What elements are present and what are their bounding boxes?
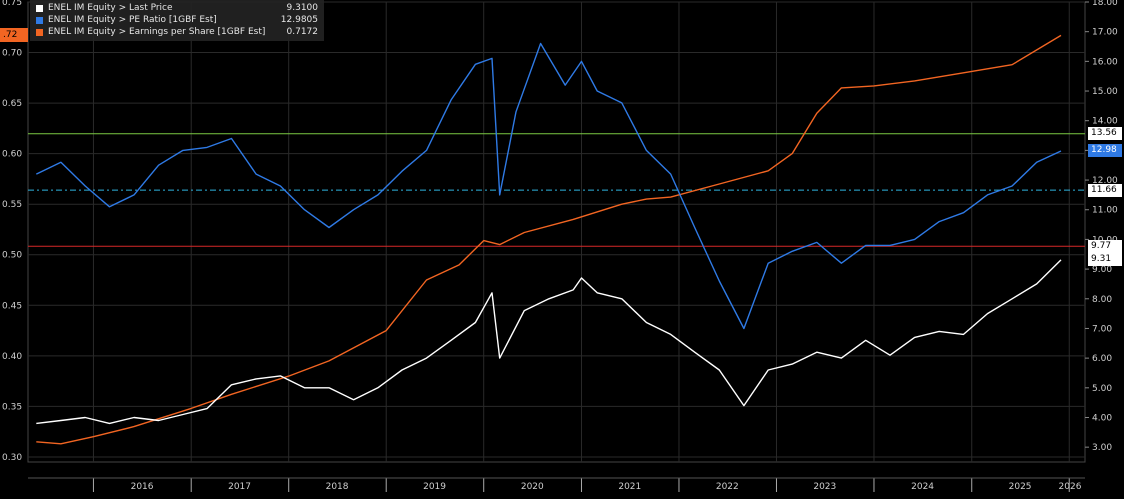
right-axis-tick-label: 18.00 [1092, 0, 1118, 8]
right-axis-tick-label: 8.00 [1092, 295, 1112, 305]
left-axis-tick-label: 0.45 [2, 301, 22, 311]
legend-swatch [36, 4, 43, 12]
left-axis-tick-label: 0.40 [2, 352, 22, 362]
legend-item-pe-ratio: ENEL IM Equity > PE Ratio [1GBF Est] 12.… [36, 14, 318, 26]
legend-label: ENEL IM Equity > Earnings per Share [1GB… [48, 27, 266, 37]
x-axis-tick-label: 2020 [521, 482, 544, 492]
x-axis-tick-label: 2023 [813, 482, 836, 492]
series-line [36, 259, 1062, 425]
right-axis-badge: 11.66 [1088, 183, 1122, 197]
legend-item-last-price: ENEL IM Equity > Last Price 9.3100 [36, 2, 318, 14]
legend-value: 12.9805 [280, 15, 318, 25]
right-axis-tick-label: 6.00 [1092, 354, 1112, 364]
right-axis-tick-label: 11.00 [1092, 206, 1118, 216]
right-axis-badge: 9.31 [1088, 253, 1122, 267]
x-axis-tick-label: 2017 [228, 482, 251, 492]
x-axis-tick-label: 2025 [1009, 482, 1032, 492]
left-axis-tick-label: 0.35 [2, 402, 22, 412]
right-axis-badge: 9.77 [1088, 239, 1122, 253]
left-axis-tick-label: 0.55 [2, 200, 22, 210]
x-axis-tick-label: 2022 [716, 482, 739, 492]
right-axis-badge: 13.56 [1088, 127, 1122, 141]
legend-label: ENEL IM Equity > Last Price [48, 3, 173, 13]
x-axis-tick-label: 2021 [618, 482, 641, 492]
right-axis-tick-label: 7.00 [1092, 324, 1112, 334]
left-axis-tick-label: 0.75 [2, 0, 22, 8]
left-axis-tick-label: 0.70 [2, 49, 22, 59]
left-axis-tick-label: 0.50 [2, 251, 22, 261]
left-axis-current-marker: .72 [0, 28, 28, 43]
legend-label: ENEL IM Equity > PE Ratio [1GBF Est] [48, 15, 217, 25]
x-axis-tick-label: 2018 [326, 482, 349, 492]
right-axis-tick-label: 3.00 [1092, 443, 1112, 453]
series-line [36, 34, 1062, 445]
right-axis-tick-label: 16.00 [1092, 57, 1118, 67]
right-axis-tick-label: 12.00 [1092, 176, 1118, 186]
plot-frame [27, 1, 1086, 463]
x-axis-tick-label: 2024 [911, 482, 934, 492]
right-axis-tick-label: 15.00 [1092, 87, 1118, 97]
left-axis-tick-label: 0.60 [2, 150, 22, 160]
right-axis-tick-label: 5.00 [1092, 384, 1112, 394]
left-axis-tick-label: 0.30 [2, 453, 22, 463]
x-axis-tick-label: 2016 [131, 482, 154, 492]
left-axis-tick-label: 0.65 [2, 99, 22, 109]
series-line [35, 42, 1062, 330]
x-axis-tick-label: 2026 [1059, 482, 1082, 492]
legend: ENEL IM Equity > Last Price 9.3100 ENEL … [30, 0, 324, 41]
legend-value: 9.3100 [286, 3, 319, 13]
right-axis-badge: 12.98 [1088, 144, 1122, 158]
right-axis-tick-label: 9.00 [1092, 265, 1112, 275]
legend-item-eps: ENEL IM Equity > Earnings per Share [1GB… [36, 26, 318, 38]
legend-value: 0.7172 [286, 27, 319, 37]
x-axis-tick-label: 2019 [423, 482, 446, 492]
legend-swatch [36, 28, 43, 36]
right-axis-tick-label: 4.00 [1092, 413, 1112, 423]
right-axis-tick-label: 14.00 [1092, 117, 1118, 127]
right-axis-tick-label: 17.00 [1092, 28, 1118, 38]
legend-swatch [36, 16, 43, 24]
